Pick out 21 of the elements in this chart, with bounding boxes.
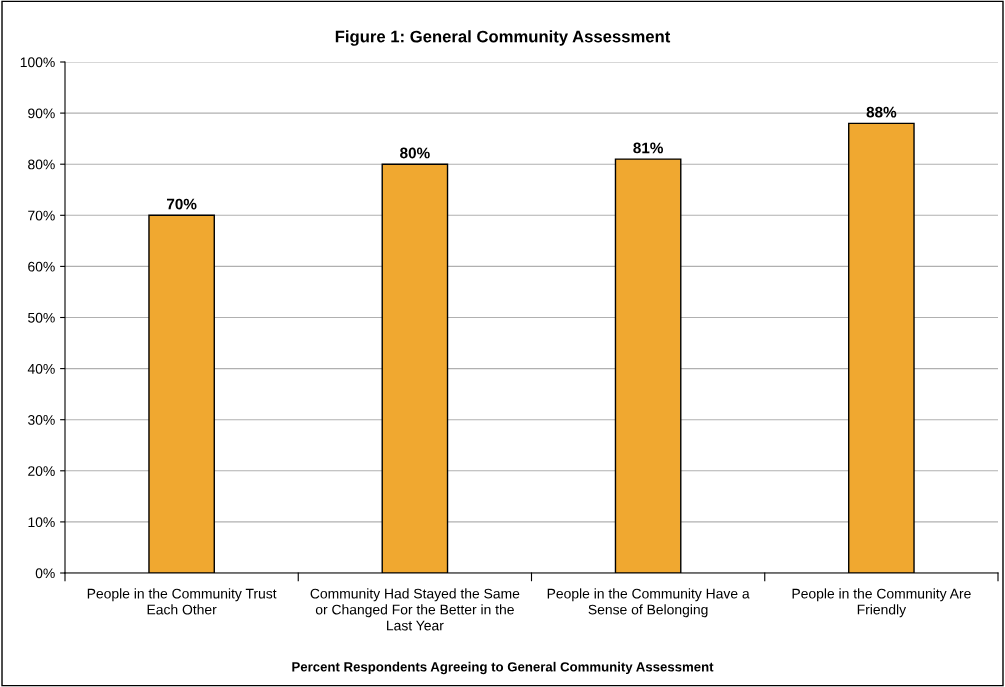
y-tick-label: 80%: [28, 159, 55, 170]
x-tick-label: Community Had Stayed the Same or Changed For the Better in the Last Year: [310, 588, 520, 631]
y-tick-label: 10%: [28, 517, 55, 528]
x-tick-label: People in the Community Trust Each Other: [87, 588, 277, 615]
y-tick-label: 90%: [28, 108, 55, 119]
data-label: 81%: [633, 142, 664, 154]
y-tick-label: 30%: [28, 415, 55, 425]
y-tick-label: 20%: [28, 466, 55, 476]
y-tick-label: 100%: [20, 57, 55, 68]
y-tick-label: 0%: [35, 568, 55, 579]
x-tick-label: People in the Community Are Friendly: [792, 588, 971, 618]
data-label: 80%: [400, 147, 430, 159]
data-label: 70%: [166, 198, 197, 210]
data-label: 88%: [866, 106, 897, 118]
x-tick-label: People in the Community Have a Sense of Belonging: [547, 588, 750, 618]
y-tick-label: 40%: [27, 363, 55, 374]
x-axis-title: Percent Respondents Agreeing to General Community Assessment: [292, 661, 714, 675]
chart-title: Figure 1: General Community Assessment: [335, 30, 671, 46]
y-tick-label: 60%: [28, 261, 55, 272]
y-tick-label: 50%: [28, 312, 55, 323]
y-tick-label: 70%: [28, 210, 55, 221]
